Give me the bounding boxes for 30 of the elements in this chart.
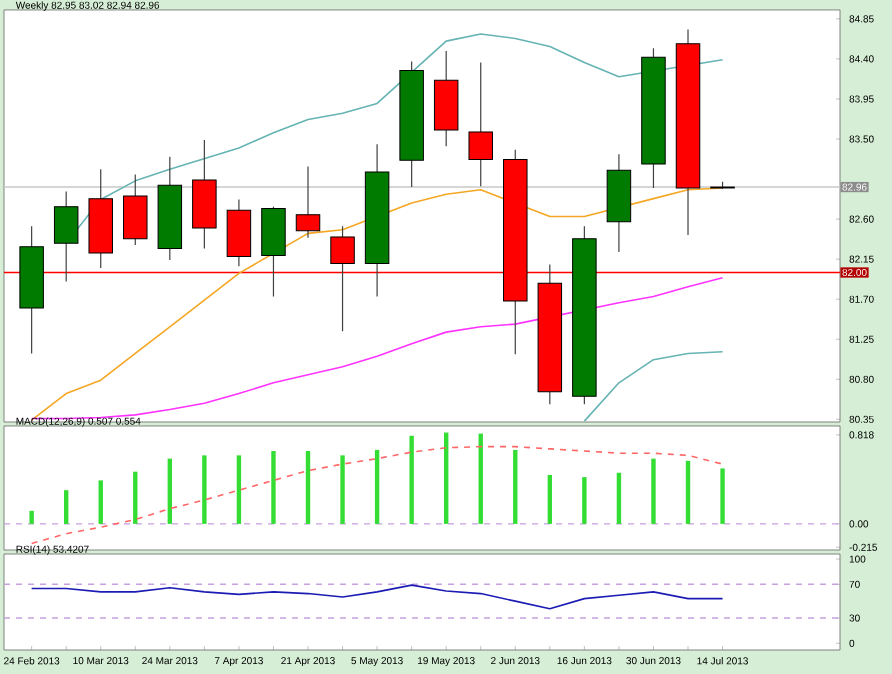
candlestick — [295, 166, 321, 239]
candlestick — [226, 198, 252, 267]
bar — [513, 449, 518, 524]
bar — [409, 435, 414, 524]
bar — [616, 472, 622, 524]
candlestick — [468, 61, 493, 187]
bar — [582, 477, 587, 524]
bar — [685, 460, 691, 524]
bar — [340, 455, 345, 524]
line-series — [30, 584, 724, 610]
line-series — [30, 445, 724, 545]
bar — [478, 433, 483, 524]
bar — [271, 451, 276, 524]
bar — [133, 471, 138, 524]
bar — [202, 455, 207, 524]
bar — [374, 449, 380, 524]
bar — [236, 455, 242, 524]
bar — [651, 458, 656, 524]
bar — [305, 451, 311, 524]
candlestick — [123, 174, 148, 246]
bar — [720, 468, 725, 524]
bar — [443, 432, 449, 524]
line-series — [583, 350, 724, 422]
candlestick — [261, 206, 286, 298]
bar — [547, 474, 553, 524]
bar — [98, 480, 103, 524]
candlestick — [53, 190, 79, 282]
bar — [63, 490, 69, 524]
bar — [29, 510, 34, 524]
bar — [167, 458, 173, 524]
